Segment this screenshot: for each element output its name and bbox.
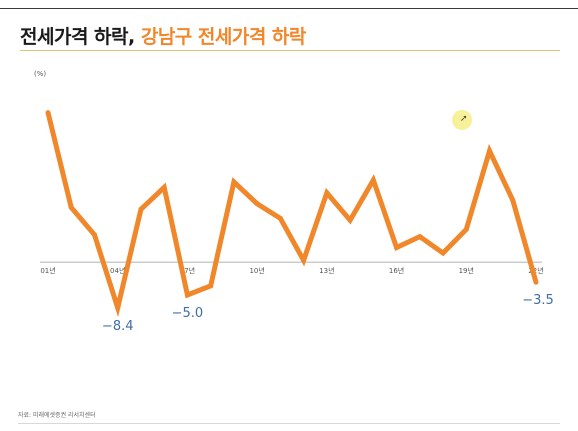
- title-main: 전세가격 하락,: [20, 26, 135, 48]
- data-point: [254, 201, 260, 207]
- data-point: [277, 215, 283, 221]
- x-tick-label: 10년: [249, 266, 264, 275]
- x-tick-label: 01년: [40, 266, 55, 275]
- data-point: [370, 177, 376, 183]
- data-point: [533, 279, 539, 285]
- data-point: [463, 226, 469, 232]
- data-point: [45, 110, 51, 116]
- title-underline: [20, 50, 560, 51]
- data-point: [68, 204, 74, 210]
- source-footnote: 자료: 미래에셋증권 리서치센터: [18, 412, 96, 419]
- data-point: [184, 292, 190, 298]
- data-label: −5.0: [172, 306, 204, 321]
- data-point: [231, 179, 237, 185]
- x-tick-label: 16년: [389, 266, 404, 275]
- title-highlight: 강남구 전세가격 하락: [140, 26, 307, 48]
- data-point: [510, 197, 516, 203]
- data-point: [440, 250, 446, 256]
- x-tick-label: 04년: [110, 266, 125, 275]
- cursor-highlight: [452, 110, 472, 130]
- series-line: [45, 111, 539, 318]
- data-point: [138, 206, 144, 212]
- data-point: [394, 245, 400, 251]
- data-label: −8.4: [102, 319, 134, 334]
- cursor-arrow-icon: ➚: [460, 114, 468, 124]
- data-point: [324, 190, 330, 196]
- data-point: [417, 234, 423, 240]
- bottom-divider: [18, 423, 560, 424]
- x-tick-label: 13년: [319, 266, 334, 275]
- x-tick-label: 07년: [180, 266, 195, 275]
- page-title: 전세가격 하락, 강남구 전세가격 하락: [20, 22, 306, 49]
- data-point: [487, 148, 493, 154]
- top-divider: [0, 8, 578, 9]
- data-point: [91, 232, 97, 238]
- data-point: [301, 257, 307, 263]
- data-point: [208, 283, 214, 289]
- data-point: [161, 184, 167, 190]
- x-tick-label: 22년: [528, 266, 543, 275]
- data-point: [115, 305, 121, 311]
- data-label: −3.5: [522, 293, 554, 308]
- data-point: [347, 217, 353, 223]
- y-axis-label: (%): [34, 70, 46, 78]
- x-tick-label: 19년: [459, 266, 474, 275]
